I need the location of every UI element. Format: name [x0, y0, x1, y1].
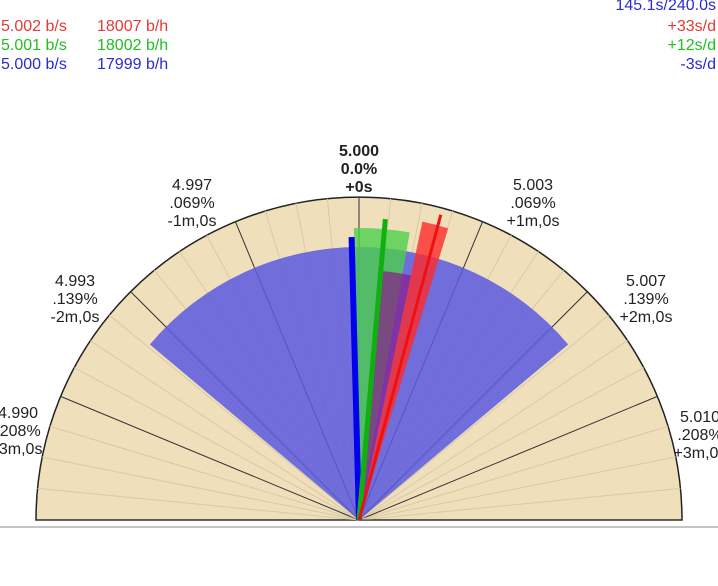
minor-tick [90, 340, 360, 521]
gauge-label-percent: .139% [52, 291, 97, 308]
green-hand [356, 218, 388, 521]
gauge-label-rate: 5.010 [680, 409, 718, 426]
reading-rate: 5.001 b/s [1, 37, 67, 54]
reading-rate: 5.000 b/s [1, 56, 67, 73]
gauge-label-percent: .069% [510, 195, 555, 212]
reading-beats: 17999 b/h [97, 56, 168, 73]
reading-drift: -3s/d [680, 56, 716, 73]
gauge-label-rate: 5.000 [339, 143, 379, 160]
gauge-label-rate: 5.007 [626, 273, 666, 290]
overlap-spread [359, 270, 411, 520]
reading-beats: 18002 b/h [97, 37, 168, 54]
reading-drift: +33s/d [668, 18, 716, 35]
gauge-label-percent: .069% [169, 195, 214, 212]
minor-tick [358, 487, 681, 521]
progress: 145.1s/240.0s [615, 0, 716, 14]
minor-tick [73, 367, 360, 521]
reading-beats: 18007 b/h [97, 18, 168, 35]
minor-tick [109, 314, 360, 521]
major-tick [60, 395, 360, 521]
minor-tick [42, 456, 360, 521]
gauge-label-time: -2m,0s [51, 309, 100, 326]
gauge-label-time: +3m,0s [674, 445, 718, 462]
gauge-label-time: -1m,0s [168, 213, 217, 230]
minor-tick [358, 456, 676, 521]
blue-hand [348, 237, 362, 521]
minor-tick [358, 314, 609, 521]
reading-rate: 5.002 b/s [1, 18, 67, 35]
red-spread [359, 221, 449, 520]
gauge-label-rate: 4.993 [55, 273, 95, 290]
major-tick [358, 395, 658, 521]
gauge-label-percent: .139% [623, 291, 668, 308]
gauge-label-time: +1m,0s [507, 213, 560, 230]
minor-tick [37, 487, 360, 521]
gauge-label-percent: .208% [677, 427, 718, 444]
red-hand [357, 214, 443, 521]
gauge-label-time: -3m,0s [0, 441, 42, 458]
gauge-label-rate: 4.990 [0, 405, 38, 422]
gauge-label-rate: 5.003 [513, 177, 553, 194]
minor-tick [49, 425, 360, 521]
gauge-label-time: +2m,0s [620, 309, 673, 326]
gauge-label-percent: .208% [0, 423, 41, 440]
gauge-label-percent: 0.0% [341, 161, 377, 178]
minor-tick [358, 340, 628, 521]
reading-drift: +12s/d [668, 37, 716, 54]
minor-tick [358, 425, 669, 521]
minor-tick [358, 367, 645, 521]
gauge [35, 196, 683, 521]
gauge-label-rate: 4.997 [172, 177, 212, 194]
gauge-label-time: +0s [345, 179, 372, 196]
